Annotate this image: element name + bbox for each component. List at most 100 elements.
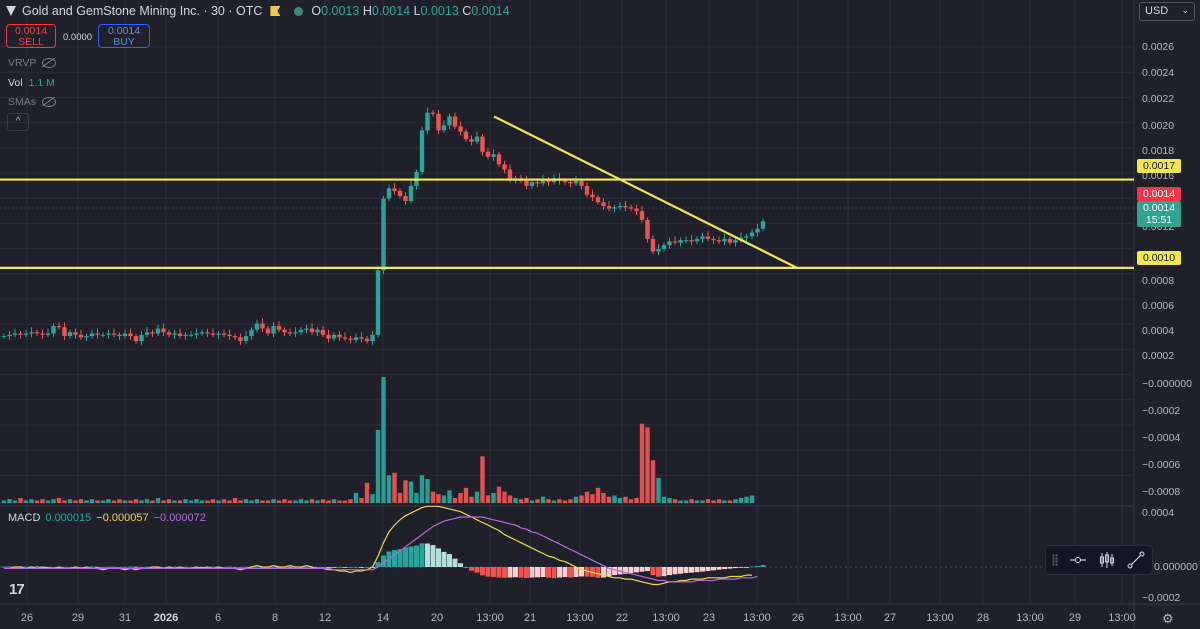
volume-bar bbox=[271, 499, 276, 503]
macd-histogram-bar bbox=[287, 566, 293, 568]
macd-histogram-bar bbox=[23, 566, 29, 568]
volume-bar bbox=[84, 500, 89, 503]
volume-bar bbox=[199, 500, 205, 503]
candle bbox=[56, 325, 62, 328]
currency-select[interactable]: USD ⌄ bbox=[1139, 2, 1195, 21]
candle bbox=[337, 334, 342, 338]
volume-bar bbox=[408, 481, 414, 503]
macd-histogram-bar bbox=[348, 567, 353, 568]
macd-histogram-bar bbox=[491, 567, 496, 578]
gear-icon[interactable]: ⚙ bbox=[1162, 611, 1174, 626]
candle bbox=[282, 329, 287, 333]
sell-button[interactable]: 0.0014 SELL bbox=[6, 24, 56, 48]
indicator-vrvp[interactable]: VRVP bbox=[8, 57, 57, 69]
indicator-smas[interactable]: SMAs bbox=[8, 96, 57, 108]
last-price-label: 0.0014 15:51 bbox=[1137, 201, 1181, 227]
candle bbox=[342, 337, 348, 339]
buy-button[interactable]: 0.0014 BUY bbox=[98, 24, 150, 48]
candle bbox=[744, 236, 749, 238]
candle bbox=[458, 126, 463, 132]
candle bbox=[672, 241, 678, 243]
volume-bar bbox=[573, 496, 579, 503]
candles-tool-icon[interactable] bbox=[1098, 551, 1116, 569]
lower-level-label: 0.0010 bbox=[1137, 251, 1181, 265]
volume-bar bbox=[386, 475, 392, 503]
horizontal-line-tool-icon[interactable] bbox=[1069, 551, 1087, 569]
collapse-legend-button[interactable]: ^ bbox=[7, 113, 29, 131]
candle bbox=[111, 333, 117, 335]
candle bbox=[469, 139, 474, 142]
volume-bar bbox=[315, 500, 320, 503]
trendline-tool-icon[interactable] bbox=[1127, 551, 1145, 569]
grip-icon[interactable] bbox=[1052, 554, 1058, 566]
macd-histogram-bar bbox=[364, 567, 370, 568]
symbol-logo-icon bbox=[6, 6, 16, 16]
symbol-title[interactable]: Gold and GemStone Mining Inc. · 30 · OTC bbox=[22, 4, 263, 18]
hidden-eye-icon[interactable] bbox=[42, 58, 57, 68]
candle bbox=[95, 333, 100, 335]
price-axis-tick: −0.000000 bbox=[1142, 378, 1192, 390]
volume-bar bbox=[73, 500, 78, 503]
candle bbox=[375, 270, 381, 335]
macd-histogram-bar bbox=[161, 567, 166, 568]
drawing-toolbar[interactable] bbox=[1045, 545, 1153, 575]
volume-bar bbox=[95, 500, 100, 503]
price-axis-tick: 0.0018 bbox=[1142, 145, 1175, 157]
candle bbox=[249, 329, 254, 337]
macd-histogram-bar bbox=[562, 567, 568, 578]
volume-bar bbox=[463, 487, 469, 503]
macd-histogram-bar bbox=[507, 567, 513, 578]
volume-bar bbox=[12, 500, 18, 503]
volume-bar bbox=[441, 495, 447, 503]
volume-bar bbox=[183, 499, 188, 503]
time-axis-tick: 29 bbox=[1068, 612, 1082, 624]
volume-bar bbox=[23, 500, 29, 503]
hidden-eye-icon[interactable] bbox=[42, 97, 57, 107]
volume-bar bbox=[727, 500, 733, 503]
flag-icon[interactable] bbox=[270, 6, 281, 16]
candle bbox=[232, 336, 238, 338]
volume-bar bbox=[150, 500, 155, 503]
volume-bar bbox=[590, 494, 595, 503]
volume-bar bbox=[661, 496, 667, 503]
indicator-volume[interactable]: Vol 1.1 M bbox=[8, 77, 55, 89]
macd-histogram-bar bbox=[579, 567, 584, 577]
macd-histogram-bar bbox=[689, 567, 694, 573]
macd-axis-tick: 0.0004 bbox=[1142, 507, 1175, 519]
candle bbox=[161, 328, 166, 333]
candle bbox=[419, 130, 425, 172]
volume-bar bbox=[716, 499, 722, 503]
volume-bar bbox=[370, 494, 375, 503]
time-axis-tick: 13:00 bbox=[1108, 612, 1136, 624]
tradingview-logo[interactable]: 17 bbox=[9, 581, 25, 598]
volume-bar bbox=[551, 500, 557, 503]
macd-histogram-bar bbox=[518, 567, 524, 578]
volume-bar bbox=[139, 500, 144, 503]
candle bbox=[386, 188, 392, 199]
price-axis-tick: 0.0022 bbox=[1142, 93, 1175, 105]
macd-histogram-bar bbox=[496, 567, 502, 578]
candle bbox=[106, 333, 111, 335]
candle bbox=[265, 328, 271, 334]
candle bbox=[243, 336, 249, 342]
macd-histogram-bar bbox=[117, 567, 122, 568]
volume-bar bbox=[634, 497, 639, 503]
candle bbox=[535, 182, 540, 184]
candle bbox=[23, 333, 29, 335]
macd-histogram-bar bbox=[199, 566, 205, 568]
symbol-header[interactable]: Gold and GemStone Mining Inc. · 30 · OTC… bbox=[6, 3, 510, 19]
candle bbox=[524, 180, 529, 186]
candle bbox=[447, 116, 452, 126]
macd-legend[interactable]: MACD 0.000015 −0.000057 −0.000072 bbox=[8, 512, 206, 524]
volume-bar bbox=[540, 496, 546, 503]
time-axis-tick: 26 bbox=[20, 612, 34, 624]
macd-histogram-bar bbox=[540, 567, 546, 577]
price-axis-tick: −0.0004 bbox=[1142, 432, 1181, 444]
candle bbox=[166, 332, 172, 335]
macd-histogram-bar bbox=[337, 567, 342, 568]
candle bbox=[650, 238, 656, 252]
candle bbox=[331, 334, 337, 339]
time-axis-tick: 28 bbox=[976, 612, 990, 624]
time-axis-tick: 22 bbox=[615, 612, 629, 624]
